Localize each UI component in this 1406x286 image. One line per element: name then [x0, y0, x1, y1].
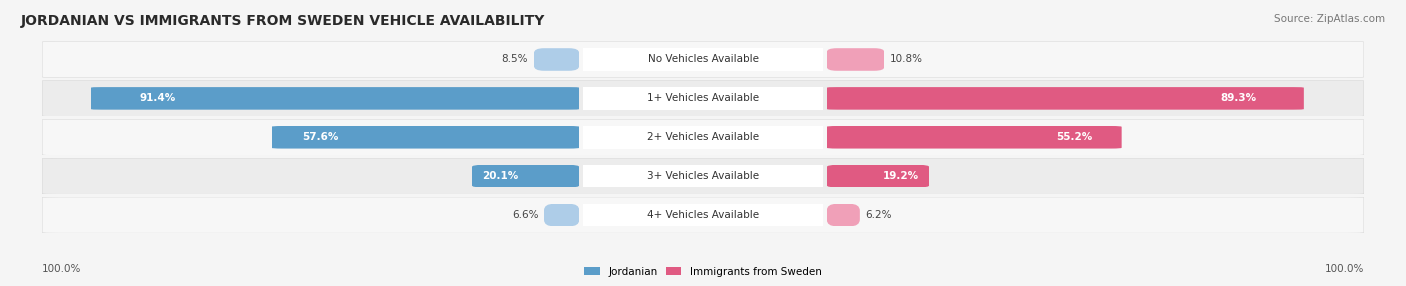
FancyBboxPatch shape [586, 166, 820, 186]
Text: 20.1%: 20.1% [482, 171, 519, 181]
FancyBboxPatch shape [42, 197, 1364, 233]
Text: 100.0%: 100.0% [1324, 264, 1364, 274]
Text: 55.2%: 55.2% [1056, 132, 1092, 142]
Legend: Jordanian, Immigrants from Sweden: Jordanian, Immigrants from Sweden [581, 263, 825, 281]
Text: 4+ Vehicles Available: 4+ Vehicles Available [647, 210, 759, 220]
Text: Source: ZipAtlas.com: Source: ZipAtlas.com [1274, 14, 1385, 24]
FancyBboxPatch shape [827, 87, 1303, 110]
FancyBboxPatch shape [586, 127, 820, 147]
FancyBboxPatch shape [827, 204, 860, 226]
FancyBboxPatch shape [827, 48, 884, 71]
Text: 3+ Vehicles Available: 3+ Vehicles Available [647, 171, 759, 181]
FancyBboxPatch shape [271, 126, 579, 148]
Text: 100.0%: 100.0% [42, 264, 82, 274]
Text: 57.6%: 57.6% [302, 132, 339, 142]
FancyBboxPatch shape [42, 41, 1364, 78]
FancyBboxPatch shape [42, 80, 1364, 116]
FancyBboxPatch shape [586, 205, 820, 225]
FancyBboxPatch shape [827, 126, 1122, 148]
Text: 1+ Vehicles Available: 1+ Vehicles Available [647, 94, 759, 103]
FancyBboxPatch shape [42, 158, 1364, 194]
Text: 19.2%: 19.2% [883, 171, 920, 181]
FancyBboxPatch shape [586, 88, 820, 108]
Text: JORDANIAN VS IMMIGRANTS FROM SWEDEN VEHICLE AVAILABILITY: JORDANIAN VS IMMIGRANTS FROM SWEDEN VEHI… [21, 14, 546, 28]
FancyBboxPatch shape [827, 165, 929, 187]
Text: 6.6%: 6.6% [512, 210, 538, 220]
FancyBboxPatch shape [534, 48, 579, 71]
Text: 91.4%: 91.4% [139, 94, 176, 103]
Text: 10.8%: 10.8% [890, 55, 924, 64]
FancyBboxPatch shape [544, 204, 579, 226]
FancyBboxPatch shape [472, 165, 579, 187]
Text: 2+ Vehicles Available: 2+ Vehicles Available [647, 132, 759, 142]
FancyBboxPatch shape [42, 119, 1364, 155]
Text: 89.3%: 89.3% [1220, 94, 1256, 103]
FancyBboxPatch shape [91, 87, 579, 110]
Text: No Vehicles Available: No Vehicles Available [648, 55, 758, 64]
Text: 6.2%: 6.2% [866, 210, 891, 220]
Text: 8.5%: 8.5% [502, 55, 529, 64]
FancyBboxPatch shape [586, 49, 820, 69]
